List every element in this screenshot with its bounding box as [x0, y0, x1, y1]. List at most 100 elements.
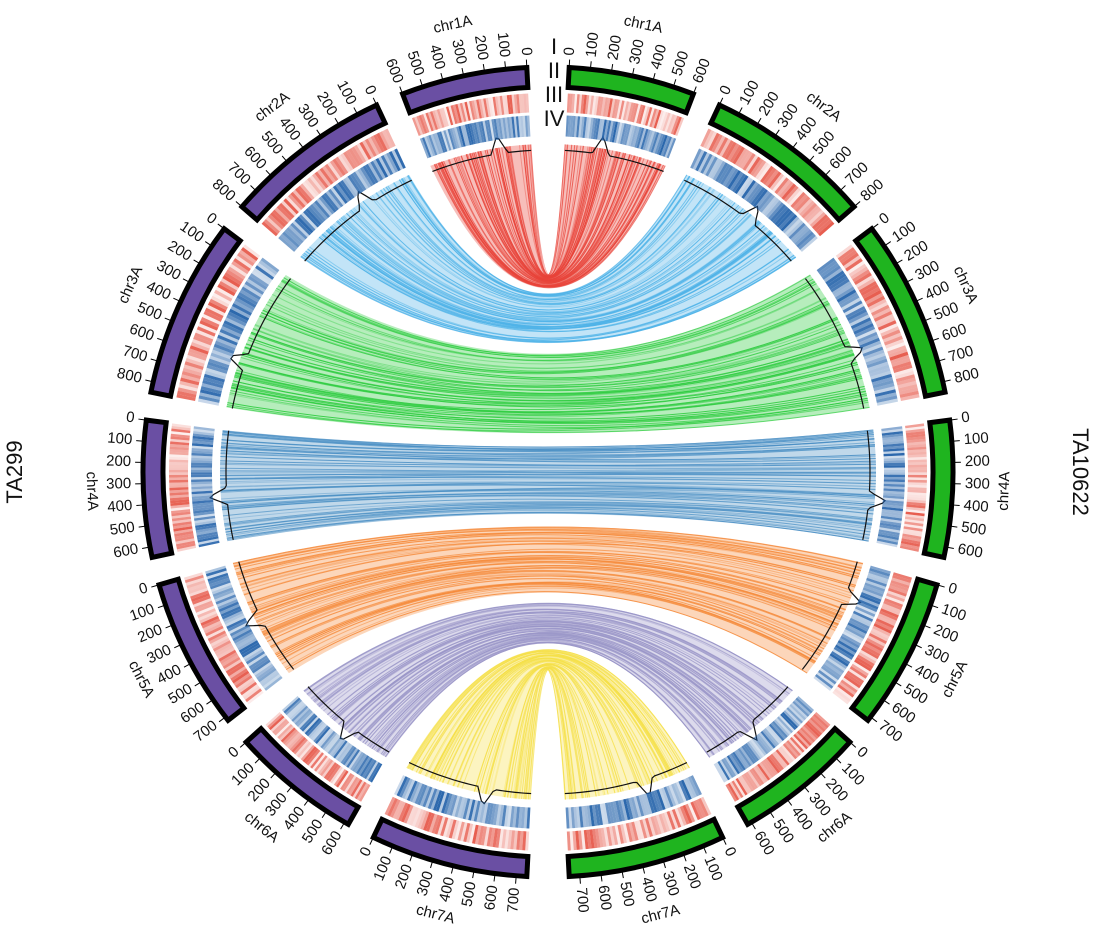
heat-cell — [245, 688, 262, 703]
tick-label: 500 — [616, 880, 637, 908]
link-line — [442, 657, 658, 783]
heat-cell — [220, 606, 241, 618]
link-line — [253, 560, 839, 625]
heat-cell — [423, 113, 432, 133]
heat-cell — [389, 799, 401, 818]
link-line — [221, 487, 876, 504]
heat-cell — [727, 782, 740, 801]
heat-cell — [821, 665, 840, 681]
heat-cell — [192, 435, 214, 441]
heat-cell — [184, 572, 204, 581]
heat-cell — [883, 452, 905, 457]
heat-cell — [805, 207, 822, 223]
tick — [944, 379, 951, 382]
heat-cell — [358, 756, 372, 776]
tick-label: 700 — [121, 342, 150, 365]
heat-cell — [199, 320, 219, 331]
tick-label: 200 — [965, 453, 990, 471]
heat-cell — [889, 351, 909, 361]
heat-cell — [864, 582, 886, 592]
heat-cell — [755, 162, 769, 180]
heat-cell — [837, 247, 856, 261]
heat-cell — [881, 511, 903, 517]
density-line — [304, 179, 412, 262]
link-line — [419, 651, 685, 775]
heat-cell — [188, 348, 208, 358]
heat-cell — [467, 123, 474, 145]
heat-cell — [333, 769, 347, 787]
tick-label: 500 — [458, 880, 479, 908]
heat-cell — [199, 392, 221, 400]
heat-cell — [796, 231, 814, 248]
ideogram — [565, 816, 726, 880]
heat-cell — [191, 476, 213, 480]
heat-cell — [409, 806, 419, 826]
heat-cell — [175, 538, 195, 545]
heat-cell — [196, 529, 218, 536]
heat-cell — [205, 367, 227, 377]
heat-cell — [859, 337, 880, 349]
heat-cell — [445, 129, 454, 151]
heat-cell — [214, 340, 236, 352]
heat-cell — [170, 436, 190, 441]
heat-cell — [180, 377, 200, 386]
heat-cell — [759, 762, 773, 780]
heat-cell — [509, 116, 514, 138]
heat-cell — [832, 648, 852, 663]
link-line — [236, 534, 859, 579]
heat-cell — [801, 202, 818, 219]
heat-cell — [703, 129, 715, 149]
heat-cell — [474, 825, 482, 845]
heat-cell — [504, 805, 510, 827]
heat-cell — [700, 153, 713, 174]
heat-cell — [733, 779, 746, 797]
heat-cell — [222, 323, 243, 335]
tick-label: 0 — [203, 209, 220, 228]
heat-cell — [816, 257, 836, 273]
heat-cell — [235, 255, 253, 269]
heat-cell — [418, 114, 428, 134]
link-line — [307, 248, 789, 339]
heat-cell — [822, 663, 842, 678]
heat-cell — [600, 97, 606, 117]
heat-cell — [584, 117, 590, 139]
heat-cell — [198, 538, 220, 545]
heat-cell — [304, 179, 320, 197]
heat-cell — [868, 570, 890, 580]
link-line — [478, 663, 624, 793]
link-line — [283, 277, 814, 357]
heat-cell — [288, 224, 306, 242]
heat-cell — [907, 446, 927, 451]
tick — [787, 800, 793, 806]
heat-cell — [336, 742, 352, 762]
heat-cell — [191, 479, 213, 483]
heat-cell — [490, 803, 497, 825]
heat-cell — [457, 796, 466, 818]
heat-cell — [348, 148, 362, 166]
heat-cell — [215, 645, 234, 657]
heat-cell — [855, 606, 876, 618]
heat-cell — [210, 352, 232, 363]
heat-cell — [646, 130, 655, 152]
heat-cell — [762, 729, 778, 748]
link-line — [329, 225, 765, 326]
link-line — [238, 352, 854, 405]
link-line — [473, 662, 631, 792]
heat-cell — [316, 728, 333, 746]
heat-cell — [226, 314, 247, 327]
heat-cell — [432, 133, 442, 155]
heat-cell — [189, 587, 209, 597]
heat-cell — [436, 108, 445, 128]
heat-cell — [673, 782, 684, 804]
heat-cell — [783, 710, 800, 727]
heat-cell — [654, 133, 664, 155]
heat-cell — [859, 594, 881, 605]
heat-cell — [906, 438, 926, 443]
heat-cell — [741, 180, 756, 199]
heat-cell — [907, 462, 927, 466]
heat-cell — [757, 733, 773, 752]
chromosome-label: chr7A — [639, 901, 681, 927]
heat-cell — [353, 144, 367, 163]
heat-cell — [210, 295, 230, 308]
chromosome-label: chr1A — [622, 12, 664, 37]
